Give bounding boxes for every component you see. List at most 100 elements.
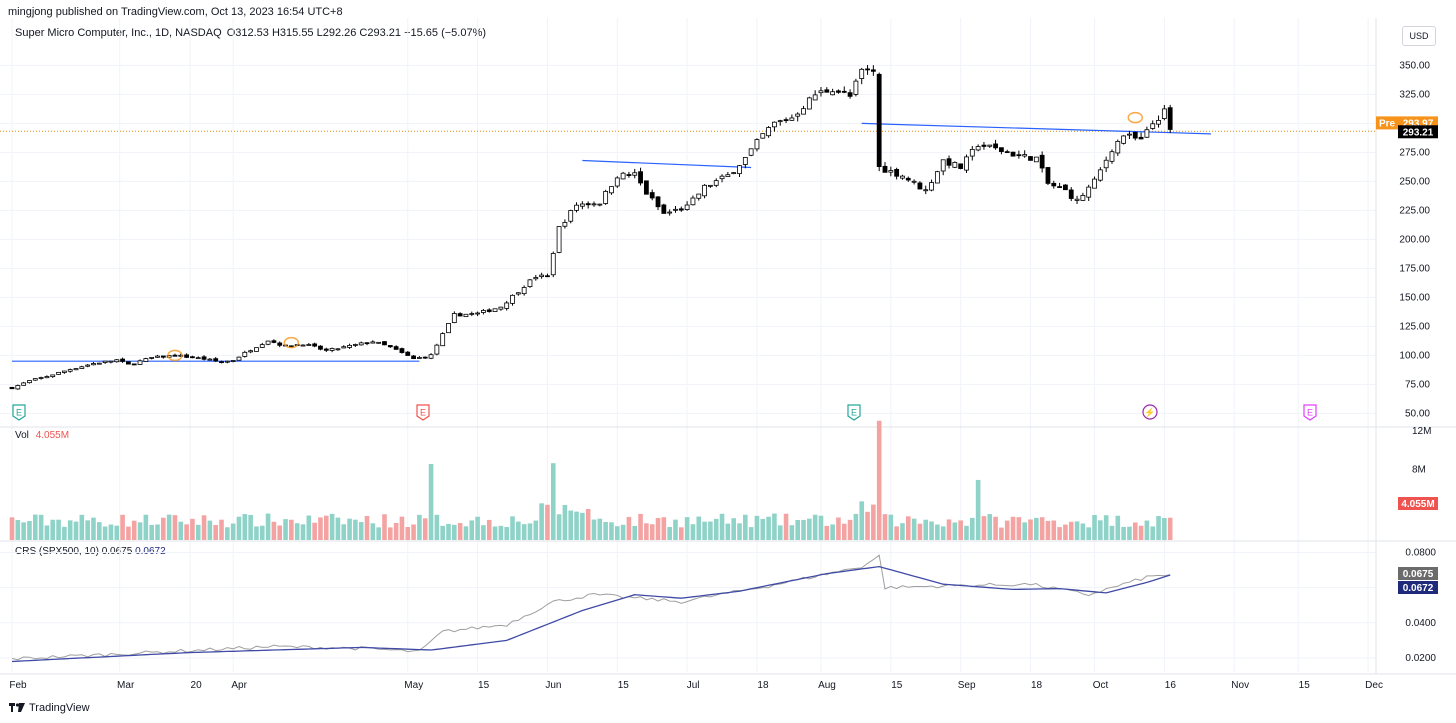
candle-body — [347, 344, 352, 348]
event-marker-label: E — [420, 408, 426, 418]
candle-body — [1092, 178, 1097, 189]
volume-bar — [935, 524, 940, 540]
candle-body — [1121, 135, 1127, 144]
candle-body — [21, 382, 27, 386]
volume-bar — [97, 522, 102, 540]
candle-body — [731, 172, 737, 174]
date-tick-label: 18 — [757, 680, 769, 691]
volume-bar — [1109, 525, 1115, 540]
candle-body — [958, 163, 964, 169]
volume-bar — [329, 513, 335, 540]
candle-body — [673, 208, 678, 211]
candle-body — [329, 348, 335, 351]
candle-body — [382, 341, 387, 346]
dividend-marker-icon — [1142, 404, 1158, 420]
candle-body — [1022, 154, 1028, 157]
candle-body — [102, 360, 108, 363]
volume-bar — [853, 513, 859, 540]
volume-bar — [190, 518, 195, 540]
candle-body — [1150, 123, 1156, 129]
candle-body — [905, 177, 911, 181]
candle-body — [678, 208, 684, 211]
volume-bar — [731, 518, 736, 540]
candle-body — [1103, 159, 1109, 169]
volume-bar — [900, 523, 905, 540]
volume-bar — [283, 519, 288, 540]
volume-bar — [323, 515, 329, 540]
candle-body — [772, 121, 777, 128]
volume-bar — [27, 521, 32, 540]
volume-bar — [620, 524, 626, 540]
volume-bar — [248, 514, 253, 540]
volume-bar — [294, 523, 300, 540]
highlight-marker — [1127, 111, 1144, 124]
candle-body — [323, 348, 329, 351]
candle-body — [527, 279, 533, 288]
candle-body — [1144, 129, 1150, 138]
volume-bar — [38, 514, 44, 540]
crs-line — [11, 554, 1171, 661]
currency-button[interactable]: USD — [1402, 26, 1436, 46]
volume-bar — [766, 516, 771, 540]
volume-bar — [446, 523, 451, 540]
candle-body — [1138, 136, 1144, 140]
price-tick-label: 325.00 — [1399, 89, 1430, 100]
candle-body — [818, 90, 824, 94]
volume-tick-label: 8M — [1412, 464, 1426, 475]
candle-body — [271, 340, 277, 343]
pre-value-text: 293.97 — [1403, 118, 1434, 129]
candle-body — [975, 146, 981, 151]
volume-bar — [760, 518, 766, 540]
volume-bar — [905, 516, 911, 540]
volume-bar — [399, 516, 405, 540]
volume-bar — [702, 521, 707, 540]
date-tick-label: Feb — [9, 680, 27, 691]
volume-bar — [254, 526, 259, 540]
candle-body — [300, 344, 306, 347]
candle-body — [411, 355, 416, 360]
date-tick-label: 18 — [1031, 680, 1043, 691]
candle-body — [463, 313, 469, 318]
volume-bar — [562, 504, 568, 540]
candle-body — [370, 341, 376, 344]
volume-bar — [609, 522, 614, 540]
date-tick-label: Aug — [818, 680, 836, 691]
candle-body — [742, 157, 748, 165]
candle-body — [841, 90, 847, 93]
volume-bar — [789, 525, 795, 540]
volume-value-tag — [1398, 497, 1438, 510]
volume-bar — [1004, 520, 1010, 540]
date-tick-label: 15 — [891, 680, 903, 691]
volume-bar — [801, 519, 806, 540]
candle-body — [259, 344, 265, 348]
candle-body — [801, 108, 806, 115]
footer-brand: TradingView — [29, 702, 90, 714]
volume-bar — [1051, 520, 1057, 540]
candle-body — [67, 369, 73, 372]
candle-body — [504, 302, 510, 309]
volume-bar — [667, 526, 672, 540]
candle-body — [172, 354, 178, 357]
candle-body — [393, 346, 399, 350]
volume-bar — [405, 526, 411, 540]
candle-body — [38, 377, 44, 379]
volume-bar — [67, 520, 73, 540]
volume-bar — [358, 522, 364, 540]
volume-bar — [1138, 525, 1144, 540]
volume-bar — [871, 504, 876, 540]
volume-bar — [754, 515, 760, 540]
candle-body — [242, 351, 248, 357]
volume-bar — [73, 521, 79, 540]
volume-bar — [341, 524, 347, 540]
volume-bar — [952, 522, 958, 540]
volume-bar — [550, 463, 556, 540]
volume-bar — [120, 514, 125, 540]
candle-body — [1016, 154, 1022, 157]
candle-body — [830, 91, 836, 96]
candle-body — [498, 306, 504, 310]
volume-bar — [219, 519, 224, 540]
volume-bar — [498, 525, 504, 540]
volume-bar — [772, 513, 777, 540]
volume-bar — [999, 527, 1004, 540]
